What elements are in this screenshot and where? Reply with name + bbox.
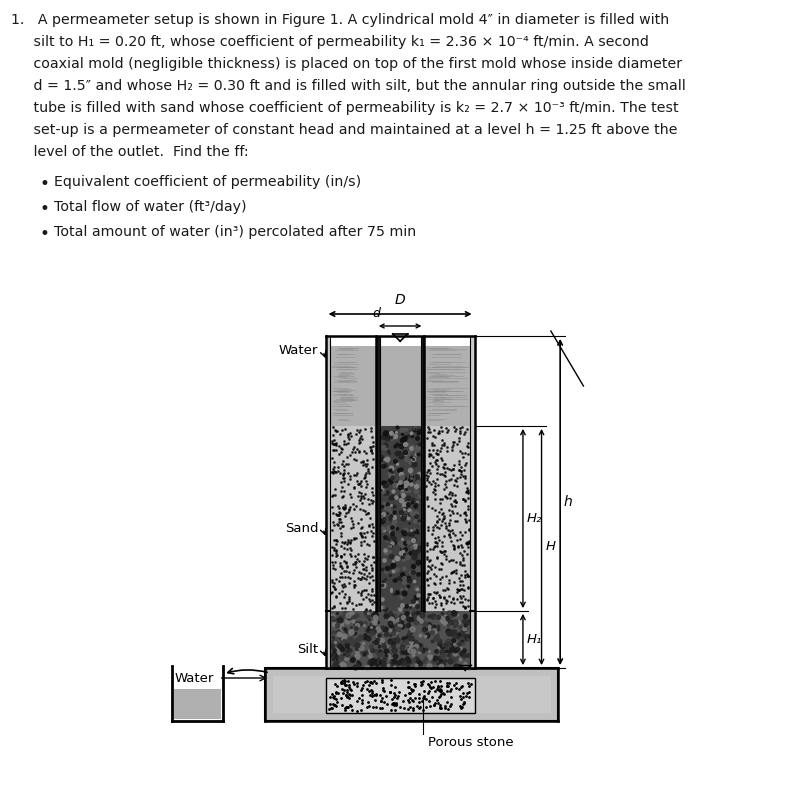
Text: Equivalent coefficient of permeability (in/s): Equivalent coefficient of permeability (… xyxy=(54,175,361,189)
Text: coaxial mold (negligible thickness) is placed on top of the first mold whose ins: coaxial mold (negligible thickness) is p… xyxy=(11,57,682,71)
Bar xyxy=(273,676,326,713)
Text: H: H xyxy=(545,540,556,553)
Text: h: h xyxy=(564,495,573,509)
Text: Silt: Silt xyxy=(297,643,318,656)
Bar xyxy=(326,611,330,668)
Text: D: D xyxy=(394,293,406,307)
Text: Total amount of water (in³) percolated after 75 min: Total amount of water (in³) percolated a… xyxy=(54,225,416,239)
Text: •: • xyxy=(39,200,49,218)
Bar xyxy=(380,426,420,611)
Text: H₁: H₁ xyxy=(526,633,542,646)
Bar xyxy=(330,426,376,611)
Text: Water: Water xyxy=(279,345,318,357)
Bar xyxy=(470,611,475,668)
Text: 1.   A permeameter setup is shown in Figure 1. A cylindrical mold 4″ in diameter: 1. A permeameter setup is shown in Figur… xyxy=(11,13,669,27)
Bar xyxy=(265,668,558,721)
Text: Porous stone: Porous stone xyxy=(428,736,514,749)
Text: •: • xyxy=(39,175,49,193)
Bar xyxy=(424,346,470,426)
Text: set-up is a permeameter of constant head and maintained at a level h = 1.25 ft a: set-up is a permeameter of constant head… xyxy=(11,123,678,137)
Text: level of the outlet.  Find the ff:: level of the outlet. Find the ff: xyxy=(11,145,249,159)
Text: tube is filled with sand whose coefficient of permeability is k₂ = 2.7 × 10⁻³ ft: tube is filled with sand whose coefficie… xyxy=(11,101,679,115)
Bar xyxy=(326,336,330,611)
Bar xyxy=(470,336,475,611)
Bar xyxy=(424,426,470,611)
Text: •: • xyxy=(39,225,49,243)
Text: silt to H₁ = 0.20 ft, whose coefficient of permeability k₁ = 2.36 × 10⁻⁴ ft/min.: silt to H₁ = 0.20 ft, whose coefficient … xyxy=(11,35,649,49)
Text: Sand: Sand xyxy=(285,522,318,535)
Bar xyxy=(475,676,551,713)
Text: d = 1.5″ and whose H₂ = 0.30 ft and is filled with silt, but the annular ring ou: d = 1.5″ and whose H₂ = 0.30 ft and is f… xyxy=(11,79,686,93)
Bar xyxy=(330,346,376,426)
Text: Water: Water xyxy=(175,672,214,685)
Bar xyxy=(420,336,424,611)
Text: d: d xyxy=(373,307,381,320)
Bar xyxy=(380,346,420,426)
Bar xyxy=(174,689,221,719)
Bar xyxy=(330,611,470,668)
Bar xyxy=(326,678,475,713)
Bar xyxy=(376,336,380,611)
Text: Total flow of water (ft³/day): Total flow of water (ft³/day) xyxy=(54,200,246,214)
Text: H₂: H₂ xyxy=(526,512,542,525)
